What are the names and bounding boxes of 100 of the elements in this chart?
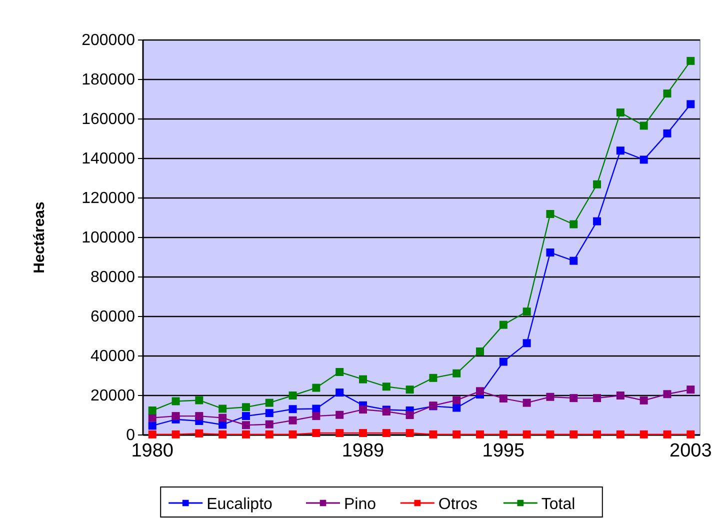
point (593, 180, 602, 188)
point (242, 430, 250, 438)
point (452, 404, 461, 412)
point (546, 430, 554, 438)
point (570, 430, 578, 438)
y-tick-label: 160000 (82, 111, 136, 128)
point (452, 430, 461, 438)
point (358, 375, 367, 384)
point (499, 394, 508, 402)
point (593, 217, 602, 226)
point (522, 308, 531, 316)
point (406, 429, 414, 438)
point (195, 396, 204, 404)
y-tick-label: 80000 (90, 269, 136, 286)
point (499, 358, 508, 366)
point (616, 146, 624, 155)
point (172, 397, 180, 406)
point (336, 388, 344, 397)
point (593, 394, 602, 402)
point (429, 374, 438, 382)
point (546, 248, 554, 257)
y-tick-label: 140000 (82, 150, 136, 168)
point (195, 429, 204, 438)
point (570, 394, 578, 402)
point (148, 430, 156, 438)
point (288, 392, 297, 400)
point (452, 369, 461, 378)
point (218, 430, 227, 438)
point (148, 406, 156, 415)
point (312, 404, 320, 413)
point (616, 430, 624, 438)
x-tick-label: 2003 (670, 440, 712, 462)
point (195, 412, 204, 420)
legend-label: Otros (438, 496, 478, 513)
legend-label: Eucalipto (206, 496, 273, 513)
point (640, 396, 648, 404)
point (218, 404, 227, 413)
point (570, 256, 578, 265)
point (476, 430, 484, 438)
point (640, 122, 648, 130)
point (406, 386, 414, 394)
x-tick-label: 1989 (342, 440, 384, 462)
point (242, 412, 250, 420)
point (265, 430, 274, 438)
point (265, 420, 274, 428)
point (663, 129, 672, 138)
point (288, 416, 297, 424)
point (358, 429, 367, 438)
point (312, 429, 320, 438)
point (616, 108, 624, 116)
point (288, 430, 297, 438)
point (522, 430, 531, 438)
point (686, 430, 695, 438)
point (358, 406, 367, 414)
point (148, 414, 156, 422)
point (686, 386, 695, 394)
point (499, 320, 508, 329)
point (663, 430, 672, 438)
point (546, 392, 554, 401)
point (312, 384, 320, 392)
point (686, 56, 695, 65)
point (640, 156, 648, 164)
point (288, 405, 297, 414)
point (593, 430, 602, 438)
point (242, 421, 250, 430)
y-tick-label: 40000 (90, 348, 136, 366)
point (148, 422, 156, 430)
y-tick-label: 20000 (90, 388, 136, 405)
point (476, 387, 484, 396)
point (640, 430, 648, 438)
y-tick-label: 100000 (82, 230, 136, 247)
y-tick-label: 60000 (90, 308, 136, 326)
point (312, 412, 320, 420)
y-tick-label: 200000 (82, 32, 136, 50)
point (265, 398, 274, 407)
point (476, 347, 484, 356)
point (570, 220, 578, 228)
point (663, 90, 672, 98)
point (546, 210, 554, 218)
point (406, 411, 414, 420)
point (616, 392, 624, 400)
point (218, 414, 227, 422)
point (522, 398, 531, 407)
point (686, 100, 695, 108)
point (522, 339, 531, 348)
point (382, 382, 390, 391)
point (452, 396, 461, 404)
x-tick-label: 1995 (482, 440, 525, 462)
point (336, 368, 344, 376)
point (663, 390, 672, 398)
y-tick-label: 180000 (82, 72, 136, 89)
point (265, 409, 274, 418)
point (242, 403, 250, 412)
y-tick-label: 120000 (82, 190, 136, 208)
point (172, 430, 180, 438)
point (429, 430, 438, 438)
legend-label: Total (541, 496, 576, 513)
point (172, 412, 180, 420)
y-axis-title: Hectáreas (31, 202, 48, 274)
point (499, 430, 508, 438)
